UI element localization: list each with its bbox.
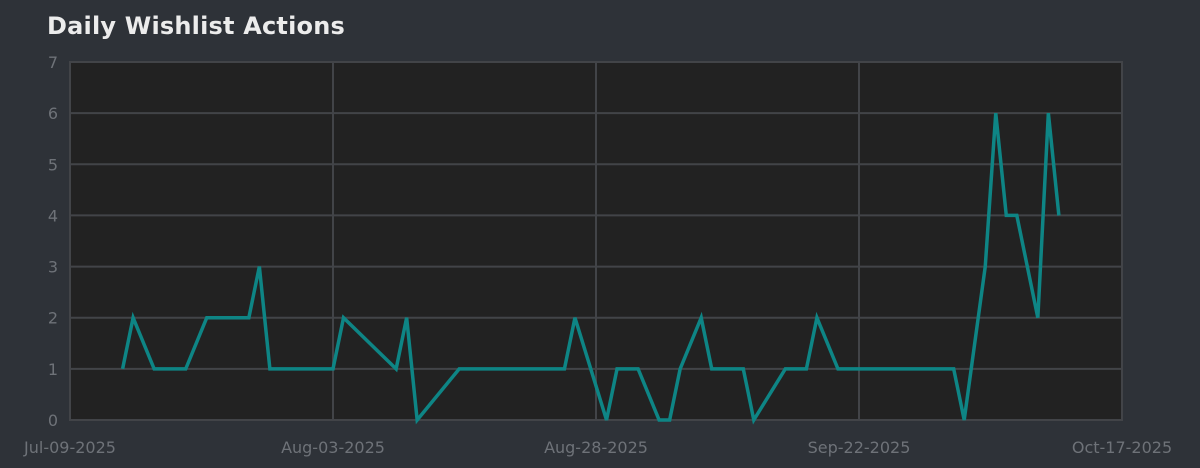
y-tick-label: 7 xyxy=(48,53,58,72)
x-axis-ticks: Jul-09-2025 Aug-03-2025 Aug-28-2025 Sep-22-… xyxy=(23,438,1172,457)
y-tick-label: 6 xyxy=(48,104,58,123)
y-tick-label: 4 xyxy=(48,206,58,225)
x-tick-label: Aug-28-2025 xyxy=(544,438,648,457)
x-tick-label: Jul-09-2025 xyxy=(23,438,116,457)
x-tick-label: Aug-03-2025 xyxy=(281,438,385,457)
y-tick-label: 0 xyxy=(48,411,58,430)
x-tick-label: Oct-17-2025 xyxy=(1072,438,1172,457)
chart-title: Daily Wishlist Actions xyxy=(47,12,345,40)
y-tick-label: 2 xyxy=(48,309,58,328)
series-line xyxy=(120,112,1061,425)
y-axis-ticks: 0 1 2 3 4 5 6 7 xyxy=(48,53,58,430)
y-tick-label: 1 xyxy=(48,360,58,379)
y-tick-label: 5 xyxy=(48,155,58,174)
series-group xyxy=(120,112,1061,425)
grid-lines xyxy=(69,61,1123,421)
y-tick-label: 3 xyxy=(48,258,58,277)
x-tick-label: Sep-22-2025 xyxy=(808,438,911,457)
